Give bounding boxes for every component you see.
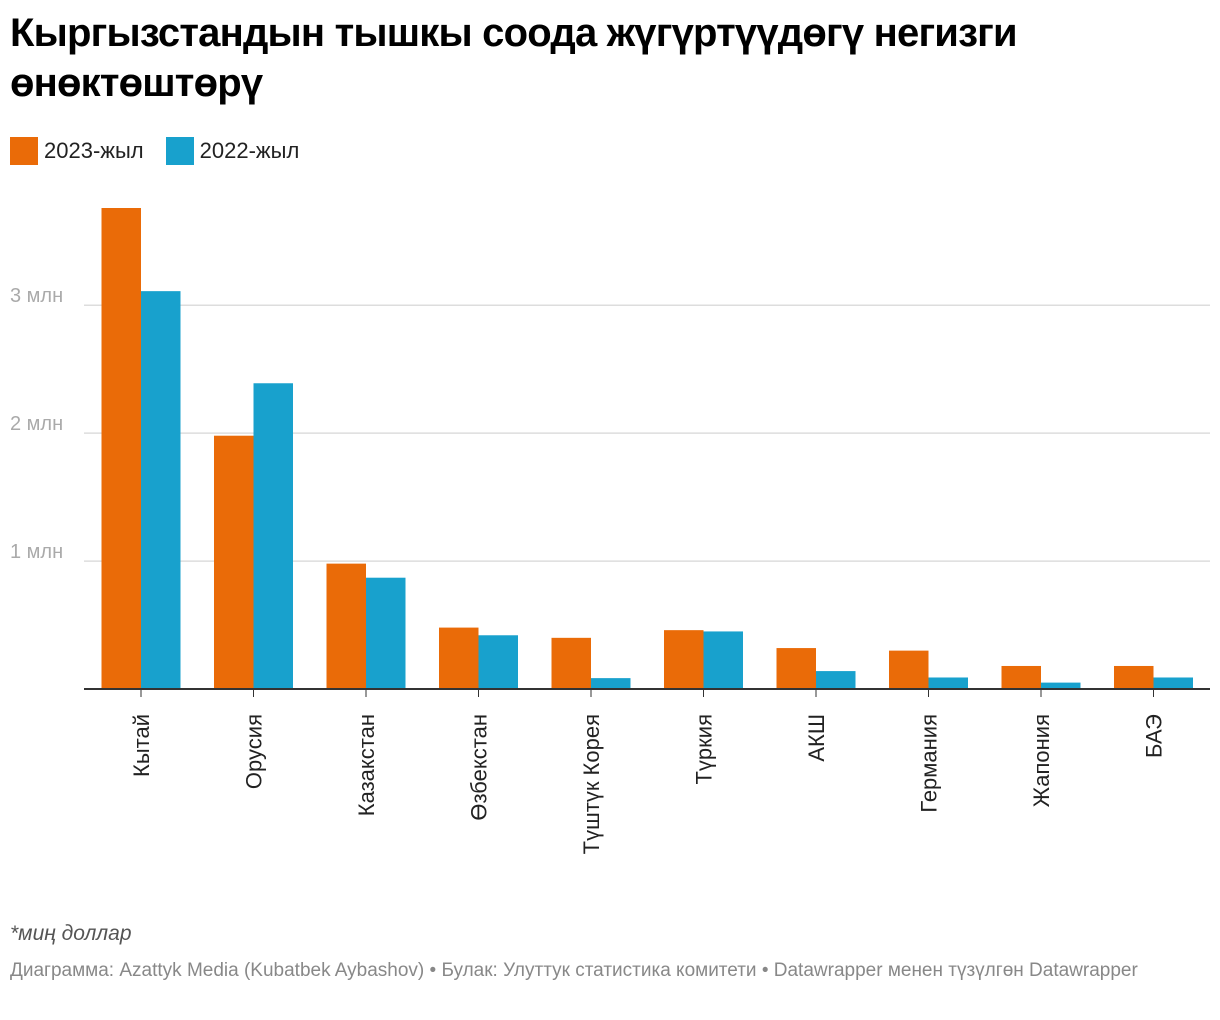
bar xyxy=(214,435,254,689)
legend-item-2023: 2023-жыл xyxy=(10,137,144,165)
bar xyxy=(816,671,856,689)
y-tick-label: 1 млн xyxy=(10,541,63,563)
bar xyxy=(366,577,406,689)
y-tick-label: 3 млн xyxy=(10,285,63,307)
bar xyxy=(1153,677,1193,689)
bar xyxy=(101,208,141,689)
x-category-label: Кытай xyxy=(129,714,154,777)
x-category-label: Казакстан xyxy=(354,714,379,816)
x-category-label: Орусия xyxy=(242,714,267,789)
x-category-label: АКШ xyxy=(804,714,829,762)
x-category-label: Жапония xyxy=(1029,714,1054,807)
bar xyxy=(439,627,479,689)
bar xyxy=(253,383,293,689)
bar xyxy=(551,637,591,689)
legend-swatch-2023 xyxy=(10,137,38,165)
x-category-label: БАЭ xyxy=(1142,714,1167,758)
y-tick-label: 2 млн xyxy=(10,413,63,435)
legend-label-2022: 2022-жыл xyxy=(199,138,300,163)
footnote: *миң доллар xyxy=(10,922,132,945)
chart-title: Кыргызстандын тышкы соода жүгүртүүдөгү н… xyxy=(10,11,1018,105)
bar xyxy=(776,648,816,689)
bar xyxy=(703,631,743,689)
x-category-label: Түркия xyxy=(692,714,717,785)
bar-chart: 1 млн 2 млн 3 млн Кытай Орусия Казакстан Өзбек… xyxy=(10,208,1210,854)
bar xyxy=(326,563,366,689)
legend: 2023-жыл 2022-жыл xyxy=(10,137,321,165)
credits: Диаграмма: Azattyk Media (Kubatbek Aybas… xyxy=(10,960,1138,981)
bar xyxy=(1001,665,1041,689)
bar xyxy=(928,677,968,689)
x-category-label: Германия xyxy=(917,714,942,813)
bar xyxy=(889,650,929,689)
x-category-label: Өзбекстан xyxy=(467,714,492,821)
bar xyxy=(478,635,518,689)
x-category-label: Түштүк Корея xyxy=(579,714,604,854)
legend-item-2022: 2022-жыл xyxy=(165,137,300,165)
legend-label-2023: 2023-жыл xyxy=(44,138,144,163)
bar xyxy=(591,678,631,689)
legend-swatch-2022 xyxy=(165,137,194,165)
bar xyxy=(141,291,181,689)
bar xyxy=(1041,682,1081,689)
bar xyxy=(664,630,704,689)
bar xyxy=(1114,665,1154,689)
